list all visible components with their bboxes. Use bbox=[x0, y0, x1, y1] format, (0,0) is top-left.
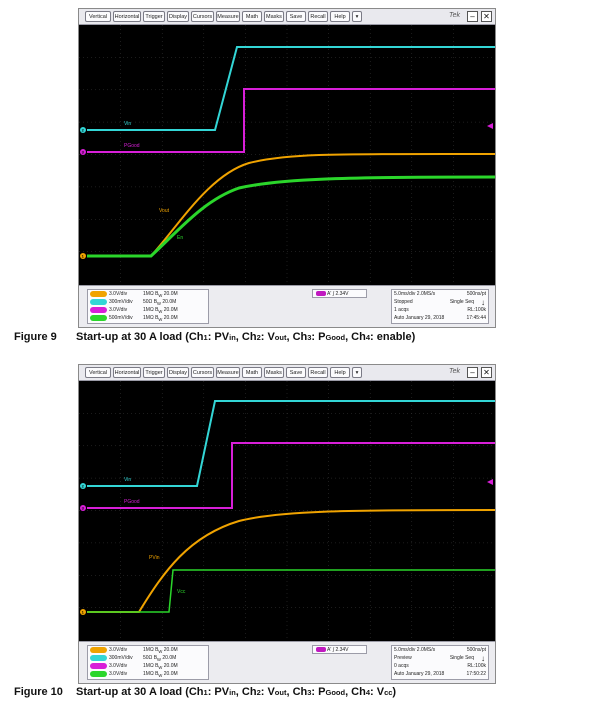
close-button[interactable]: ✕ bbox=[481, 11, 492, 22]
menu-math[interactable]: Math bbox=[242, 11, 262, 22]
waveform-display: Vin PGood PVin Vcc 2 3 1 bbox=[79, 381, 495, 640]
ground-markers: 2 3 1 bbox=[80, 483, 86, 615]
svg-text:2: 2 bbox=[82, 127, 85, 132]
channel-settings-box[interactable]: 3.0V/div 1MΩ BW 20.0M 300mV/div 50Ω BW 20.… bbox=[87, 289, 209, 324]
scope-menu-bar: Vertical Horizontal Trigger Display Curs… bbox=[79, 365, 495, 381]
trigger-marker-icon[interactable] bbox=[487, 479, 493, 485]
menu-save[interactable]: Save bbox=[286, 367, 306, 378]
ch1-pvin-trace bbox=[87, 509, 495, 613]
menu-trigger[interactable]: Trigger bbox=[143, 367, 165, 378]
single-seq-arrow-icon: ↓ bbox=[481, 298, 485, 307]
svg-text:3: 3 bbox=[82, 505, 85, 510]
figure-9-caption: Figure 9 Start-up at 30 A load (Ch1: PVin… bbox=[14, 331, 416, 343]
tek-logo: Tek bbox=[449, 12, 461, 19]
ch2-vout-trace bbox=[87, 46, 495, 131]
trigger-marker-icon[interactable] bbox=[487, 123, 493, 129]
ch3-pgood-trace bbox=[87, 442, 495, 509]
channel-info-panel: 3.0V/div 1MΩ BW 20.0M 300mV/div 50Ω BW 20.… bbox=[79, 641, 495, 683]
label-pgood: PGood bbox=[124, 143, 140, 149]
ch4-vcc-trace bbox=[87, 569, 495, 613]
label-vin: Vin bbox=[124, 121, 131, 127]
minimize-button[interactable]: – bbox=[467, 367, 478, 378]
acquisition-readout[interactable]: 5.0ms/div 2.0MS/s 500ns/pt Stopped Single … bbox=[391, 289, 489, 324]
ground-markers: 2 3 1 bbox=[80, 127, 86, 259]
menu-vertical[interactable]: Vertical bbox=[85, 367, 111, 378]
ch3-settings[interactable]: 3.0V/div 1MΩ BW 20.0M bbox=[90, 307, 208, 314]
minimize-button[interactable]: – bbox=[467, 11, 478, 22]
menu-help[interactable]: Help bbox=[330, 367, 350, 378]
ch2-settings[interactable]: 300mV/div 50Ω BW 20.0M bbox=[90, 655, 208, 662]
menu-display[interactable]: Display bbox=[167, 11, 189, 22]
menu-measure[interactable]: Measure bbox=[216, 367, 240, 378]
label-vout: Vout bbox=[159, 208, 170, 214]
svg-text:1: 1 bbox=[82, 253, 85, 258]
graticule bbox=[79, 381, 495, 640]
menu-measure[interactable]: Measure bbox=[216, 11, 240, 22]
figure-10-number: Figure 10 bbox=[14, 686, 63, 698]
ch2-settings[interactable]: 300mV/div 50Ω BW 20.0M bbox=[90, 299, 208, 306]
waveform-display: Vin PGood Vout En 2 3 1 bbox=[79, 25, 495, 284]
scope-menu-bar: Vertical Horizontal Trigger Display Curs… bbox=[79, 9, 495, 25]
label-en: En bbox=[177, 235, 183, 241]
trigger-readout[interactable]: A' ∫ 2.34V bbox=[312, 289, 367, 298]
single-seq-arrow-icon: ↓ bbox=[481, 654, 485, 663]
menu-horizontal[interactable]: Horizontal bbox=[113, 11, 141, 22]
figure-9-number: Figure 9 bbox=[14, 331, 57, 343]
svg-text:2: 2 bbox=[82, 483, 85, 488]
ch2-vout-trace bbox=[87, 400, 495, 487]
scope-screen-figure-10: Vertical Horizontal Trigger Display Curs… bbox=[78, 364, 496, 684]
acquisition-readout[interactable]: 5.0ms/div 2.0MS/s 500ns/pt Preview Single … bbox=[391, 645, 489, 680]
menu-dropdown-button[interactable]: ▾ bbox=[352, 11, 362, 22]
svg-text:1: 1 bbox=[82, 609, 85, 614]
label-vin: Vin bbox=[124, 477, 131, 483]
trigger-readout[interactable]: A' ∫ 2.34V bbox=[312, 645, 367, 654]
ch4-enable-trace bbox=[87, 175, 495, 258]
ch3-settings[interactable]: 3.0V/div 1MΩ BW 20.0M bbox=[90, 663, 208, 670]
ch3-pgood-trace bbox=[87, 88, 495, 153]
menu-masks[interactable]: Masks bbox=[264, 367, 284, 378]
menu-save[interactable]: Save bbox=[286, 11, 306, 22]
ch1-pvin-trace bbox=[87, 152, 495, 257]
ch1-settings[interactable]: 3.0V/div 1MΩ BW 20.0M bbox=[90, 291, 208, 298]
menu-math[interactable]: Math bbox=[242, 367, 262, 378]
figure-10-caption: Figure 10 Start-up at 30 A load (Ch1: PVi… bbox=[14, 686, 397, 698]
menu-cursors[interactable]: Cursors bbox=[191, 367, 214, 378]
menu-horizontal[interactable]: Horizontal bbox=[113, 367, 141, 378]
scope-screen-figure-9: Vertical Horizontal Trigger Display Curs… bbox=[78, 8, 496, 328]
ch1-settings[interactable]: 3.0V/div 1MΩ BW 20.0M bbox=[90, 647, 208, 654]
menu-vertical[interactable]: Vertical bbox=[85, 11, 111, 22]
tek-logo: Tek bbox=[449, 368, 461, 375]
label-vcc: Vcc bbox=[177, 589, 186, 595]
close-button[interactable]: ✕ bbox=[481, 367, 492, 378]
menu-help[interactable]: Help bbox=[330, 11, 350, 22]
menu-recall[interactable]: Recall bbox=[308, 11, 328, 22]
ch4-settings[interactable]: 500mV/div 1MΩ BW 20.0M bbox=[90, 315, 208, 322]
label-pgood: PGood bbox=[124, 499, 140, 505]
channel-settings-box[interactable]: 3.0V/div 1MΩ BW 20.0M 300mV/div 50Ω BW 20.… bbox=[87, 645, 209, 680]
channel-info-panel: 3.0V/div 1MΩ BW 20.0M 300mV/div 50Ω BW 20.… bbox=[79, 285, 495, 327]
svg-text:3: 3 bbox=[82, 149, 85, 154]
menu-dropdown-button[interactable]: ▾ bbox=[352, 367, 362, 378]
ch4-settings[interactable]: 3.0V/div 1MΩ BW 20.0M bbox=[90, 671, 208, 678]
label-pvin: PVin bbox=[149, 555, 160, 561]
menu-recall[interactable]: Recall bbox=[308, 367, 328, 378]
menu-masks[interactable]: Masks bbox=[264, 11, 284, 22]
menu-display[interactable]: Display bbox=[167, 367, 189, 378]
menu-cursors[interactable]: Cursors bbox=[191, 11, 214, 22]
menu-trigger[interactable]: Trigger bbox=[143, 11, 165, 22]
